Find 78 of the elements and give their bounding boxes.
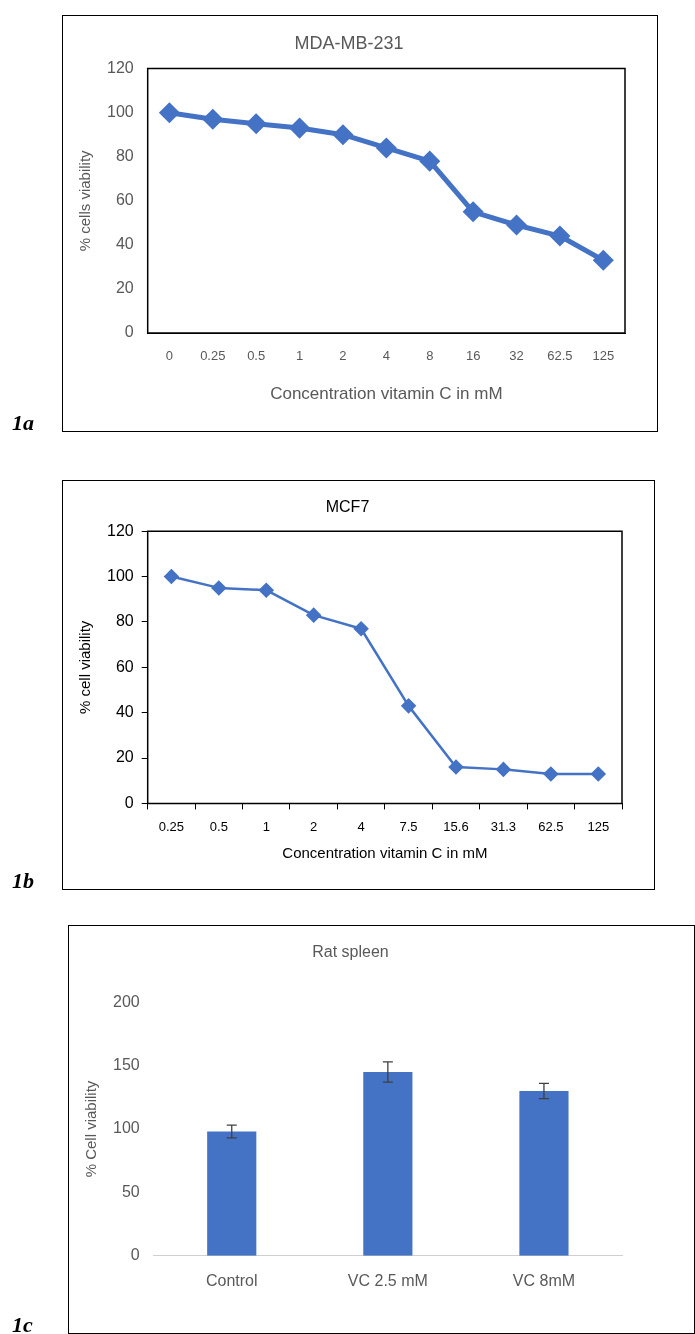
y-tick-label: 120 <box>106 59 134 77</box>
y-tick-label: 100 <box>106 566 134 584</box>
point <box>463 202 483 222</box>
point <box>211 580 227 596</box>
x-tick-label: 31.3 <box>490 818 517 834</box>
point <box>593 250 613 270</box>
x-tick-label: 125 <box>587 818 610 834</box>
y-axis-title: % cells viability <box>76 149 94 252</box>
x-tick-label: 0.5 <box>247 348 266 364</box>
x-tick-label: 4 <box>382 348 390 364</box>
point <box>543 766 559 782</box>
x-tick-label: 4 <box>357 818 365 834</box>
point <box>376 138 396 158</box>
y-tick-label: 0 <box>130 1246 140 1264</box>
point <box>246 114 266 134</box>
x-tick-label: 62.5 <box>547 348 573 364</box>
point <box>507 215 527 235</box>
y-tick-label: 50 <box>121 1182 140 1200</box>
point <box>333 125 353 145</box>
x-tick-label: 0 <box>165 348 174 364</box>
x-tick-label: 1 <box>295 348 304 364</box>
point <box>353 621 369 636</box>
x-tick-label: 2 <box>339 348 347 364</box>
y-tick-label: 200 <box>112 992 140 1010</box>
y-tick-label: 150 <box>112 1056 140 1074</box>
text: 1c <box>12 1312 33 1334</box>
y-axis-title: % cell viability <box>76 620 94 714</box>
point <box>159 103 179 123</box>
point <box>448 759 464 775</box>
point <box>420 151 440 171</box>
x-tick-label: 32 <box>509 348 524 364</box>
y-tick-label: 40 <box>115 703 134 721</box>
y-axis-title: % Cell viability <box>82 1080 100 1178</box>
x-tick-label: 1 <box>262 818 270 834</box>
point <box>496 762 511 777</box>
x-tick-label: 2 <box>310 818 318 834</box>
bar <box>519 1090 569 1256</box>
point <box>306 607 321 623</box>
y-tick-label: 100 <box>112 1119 140 1137</box>
y-tick-label: 60 <box>115 657 134 675</box>
point <box>259 582 274 598</box>
chart-title: Rat spleen <box>312 943 389 961</box>
x-tick-label: VC 8mM <box>512 1271 576 1289</box>
y-tick-label: 60 <box>115 191 134 209</box>
y-tick-label: 20 <box>115 748 134 766</box>
x-axis-title: Concentration vitamin C in mM <box>270 384 503 404</box>
y-tick-label: 100 <box>106 103 134 121</box>
x-tick-label: 0.25 <box>200 348 226 364</box>
x-tick-label: 16 <box>465 348 481 364</box>
point <box>591 766 606 782</box>
y-tick-label: 40 <box>115 235 134 253</box>
x-tick-label: 0.25 <box>158 818 185 834</box>
x-tick-label: Control <box>205 1271 258 1289</box>
x-tick-label: 62.5 <box>538 818 564 834</box>
point <box>290 118 310 138</box>
point <box>164 569 179 584</box>
bar <box>207 1131 257 1256</box>
x-tick-label: 7.5 <box>399 818 418 834</box>
x-tick-label: 0.5 <box>209 818 228 834</box>
point <box>550 226 570 246</box>
x-axis-title: Concentration vitamin C in mM <box>282 844 488 862</box>
chart-title: MCF7 <box>325 498 370 516</box>
x-tick-label: 125 <box>592 348 615 364</box>
y-tick-label: 120 <box>106 521 134 539</box>
chart-title: MDA-MB-231 <box>294 32 404 53</box>
point <box>401 698 416 714</box>
bar <box>363 1071 413 1256</box>
text: 1b <box>12 868 34 894</box>
x-tick-label: 15.6 <box>443 818 469 834</box>
y-tick-label: 80 <box>115 612 134 630</box>
y-tick-label: 80 <box>115 147 134 165</box>
y-tick-label: 0 <box>124 793 134 811</box>
x-tick-label: VC 2.5 mM <box>347 1271 428 1289</box>
text: 1a <box>12 410 34 436</box>
x-tick-label: 8 <box>426 348 434 364</box>
y-tick-label: 20 <box>115 279 134 297</box>
point <box>203 109 223 129</box>
y-tick-label: 0 <box>124 323 134 341</box>
